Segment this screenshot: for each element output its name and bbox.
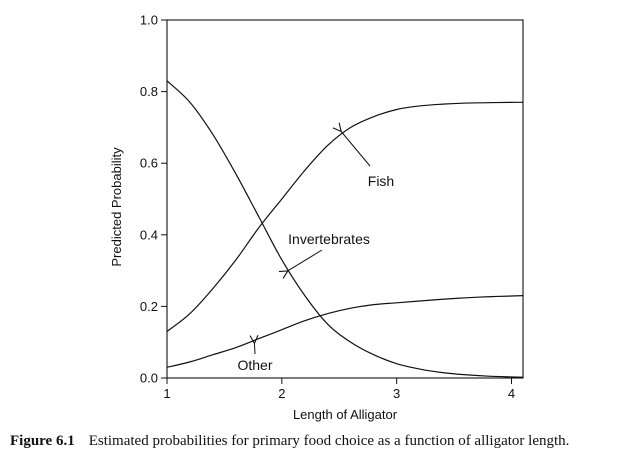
y-tick-label: 0.6 xyxy=(140,156,158,171)
annotation-fish: Fish xyxy=(368,173,394,189)
y-axis-label: Predicted Probability xyxy=(109,147,124,267)
annotation-arrow-other xyxy=(254,343,255,355)
figure-caption: Figure 6.1 Estimated probabilities for pr… xyxy=(10,433,569,450)
x-axis-label: Length of Alligator xyxy=(293,407,398,422)
annotation-arrow-fish xyxy=(341,131,371,167)
x-axis: 1 2 3 4 xyxy=(163,378,515,401)
y-tick-label: 1.0 xyxy=(140,13,158,28)
x-tick-label: 1 xyxy=(163,386,170,401)
chart: 0.0 0.2 0.4 0.6 0.8 1.0 1 2 3 4 Fish Invertebrate… xyxy=(109,13,524,422)
plot-frame xyxy=(166,19,524,379)
y-tick-label: 0.0 xyxy=(140,371,158,386)
caption-label: Figure 6.1 xyxy=(10,433,75,449)
annotation-invertebrates: Invertebrates xyxy=(288,231,370,247)
x-tick-label: 3 xyxy=(393,386,400,401)
series-line-other xyxy=(166,295,524,368)
y-tick-label: 0.2 xyxy=(140,299,158,314)
y-tick-label: 0.8 xyxy=(140,84,158,99)
series-line-invertebrates xyxy=(166,80,524,378)
annotations: Fish Invertebrates Other xyxy=(237,131,394,373)
annotation-other: Other xyxy=(237,357,272,373)
series-line-fish xyxy=(166,101,524,332)
series-layer xyxy=(166,80,524,378)
y-tick-label: 0.4 xyxy=(140,227,158,242)
x-tick-label: 4 xyxy=(508,386,515,401)
x-tick-label: 2 xyxy=(278,386,285,401)
caption-text: Estimated probabilities for primary food… xyxy=(88,433,570,449)
y-axis: 0.0 0.2 0.4 0.6 0.8 1.0 xyxy=(140,13,167,386)
annotation-arrow-invertebrates xyxy=(288,249,323,271)
